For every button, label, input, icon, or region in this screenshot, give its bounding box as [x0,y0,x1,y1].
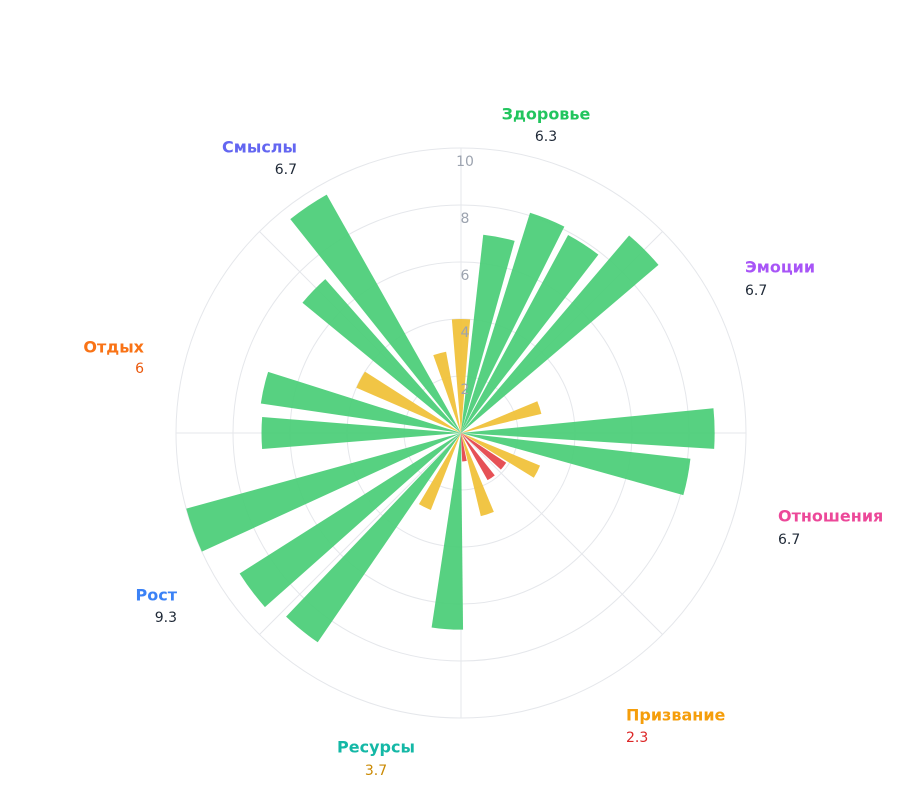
sector-score: 3.7 [365,763,387,779]
bar [290,194,461,433]
bar [461,433,495,481]
bar [461,433,507,470]
bar [302,279,461,433]
sector-score: 6 [135,361,144,377]
sector-name: Здоровье [502,105,591,124]
sector-score: 9.3 [155,610,177,626]
sector-score: 6.7 [745,283,767,299]
bar [461,433,494,517]
bar [461,212,565,433]
r-tick-label: 8 [461,211,470,227]
bar [431,433,464,630]
bar [260,371,461,433]
r-tick-label: 2 [461,382,470,398]
bar [461,433,467,462]
bar [461,408,715,449]
bar [461,235,659,433]
sector-name: Смыслы [222,138,297,157]
sector-name: Ресурсы [337,738,415,757]
bar [451,319,471,433]
grid-circle [175,147,747,719]
r-tick-label: 4 [461,325,470,341]
bar [461,401,542,433]
sector-name: Эмоции [745,258,815,277]
spoke [259,432,462,635]
sector-name: Отношения [778,507,883,526]
sector-name: Рост [136,586,178,605]
bar [418,433,461,510]
bar [461,234,515,433]
bar [433,351,461,433]
r-tick-label: 10 [456,154,474,170]
sector-score: 6.7 [778,532,800,548]
bar [286,433,461,643]
sector-score: 6.3 [535,129,557,145]
bar [461,234,599,433]
bar [261,417,461,449]
sector-score: 2.3 [626,730,648,746]
r-tick-label: 6 [461,268,470,284]
spoke [460,432,663,635]
bar [461,433,541,478]
bar [186,433,462,552]
bar [356,371,461,433]
sector-name: Призвание [626,706,726,725]
sector-score: 6.7 [275,162,297,178]
bar [461,433,691,496]
bar [239,433,461,608]
sector-name: Отдых [83,338,144,357]
